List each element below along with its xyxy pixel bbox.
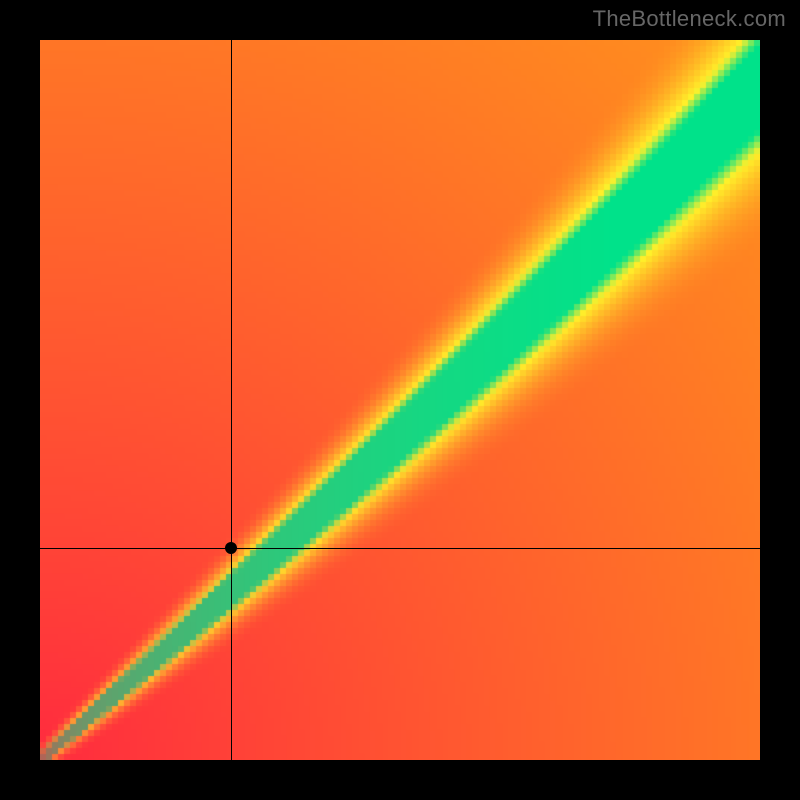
heatmap-canvas (40, 40, 760, 760)
chart-container: TheBottleneck.com (0, 0, 800, 800)
crosshair-vertical (231, 40, 232, 760)
crosshair-horizontal (40, 548, 760, 549)
plot-area (40, 40, 760, 760)
crosshair-marker (225, 542, 237, 554)
watermark-text: TheBottleneck.com (593, 6, 786, 32)
